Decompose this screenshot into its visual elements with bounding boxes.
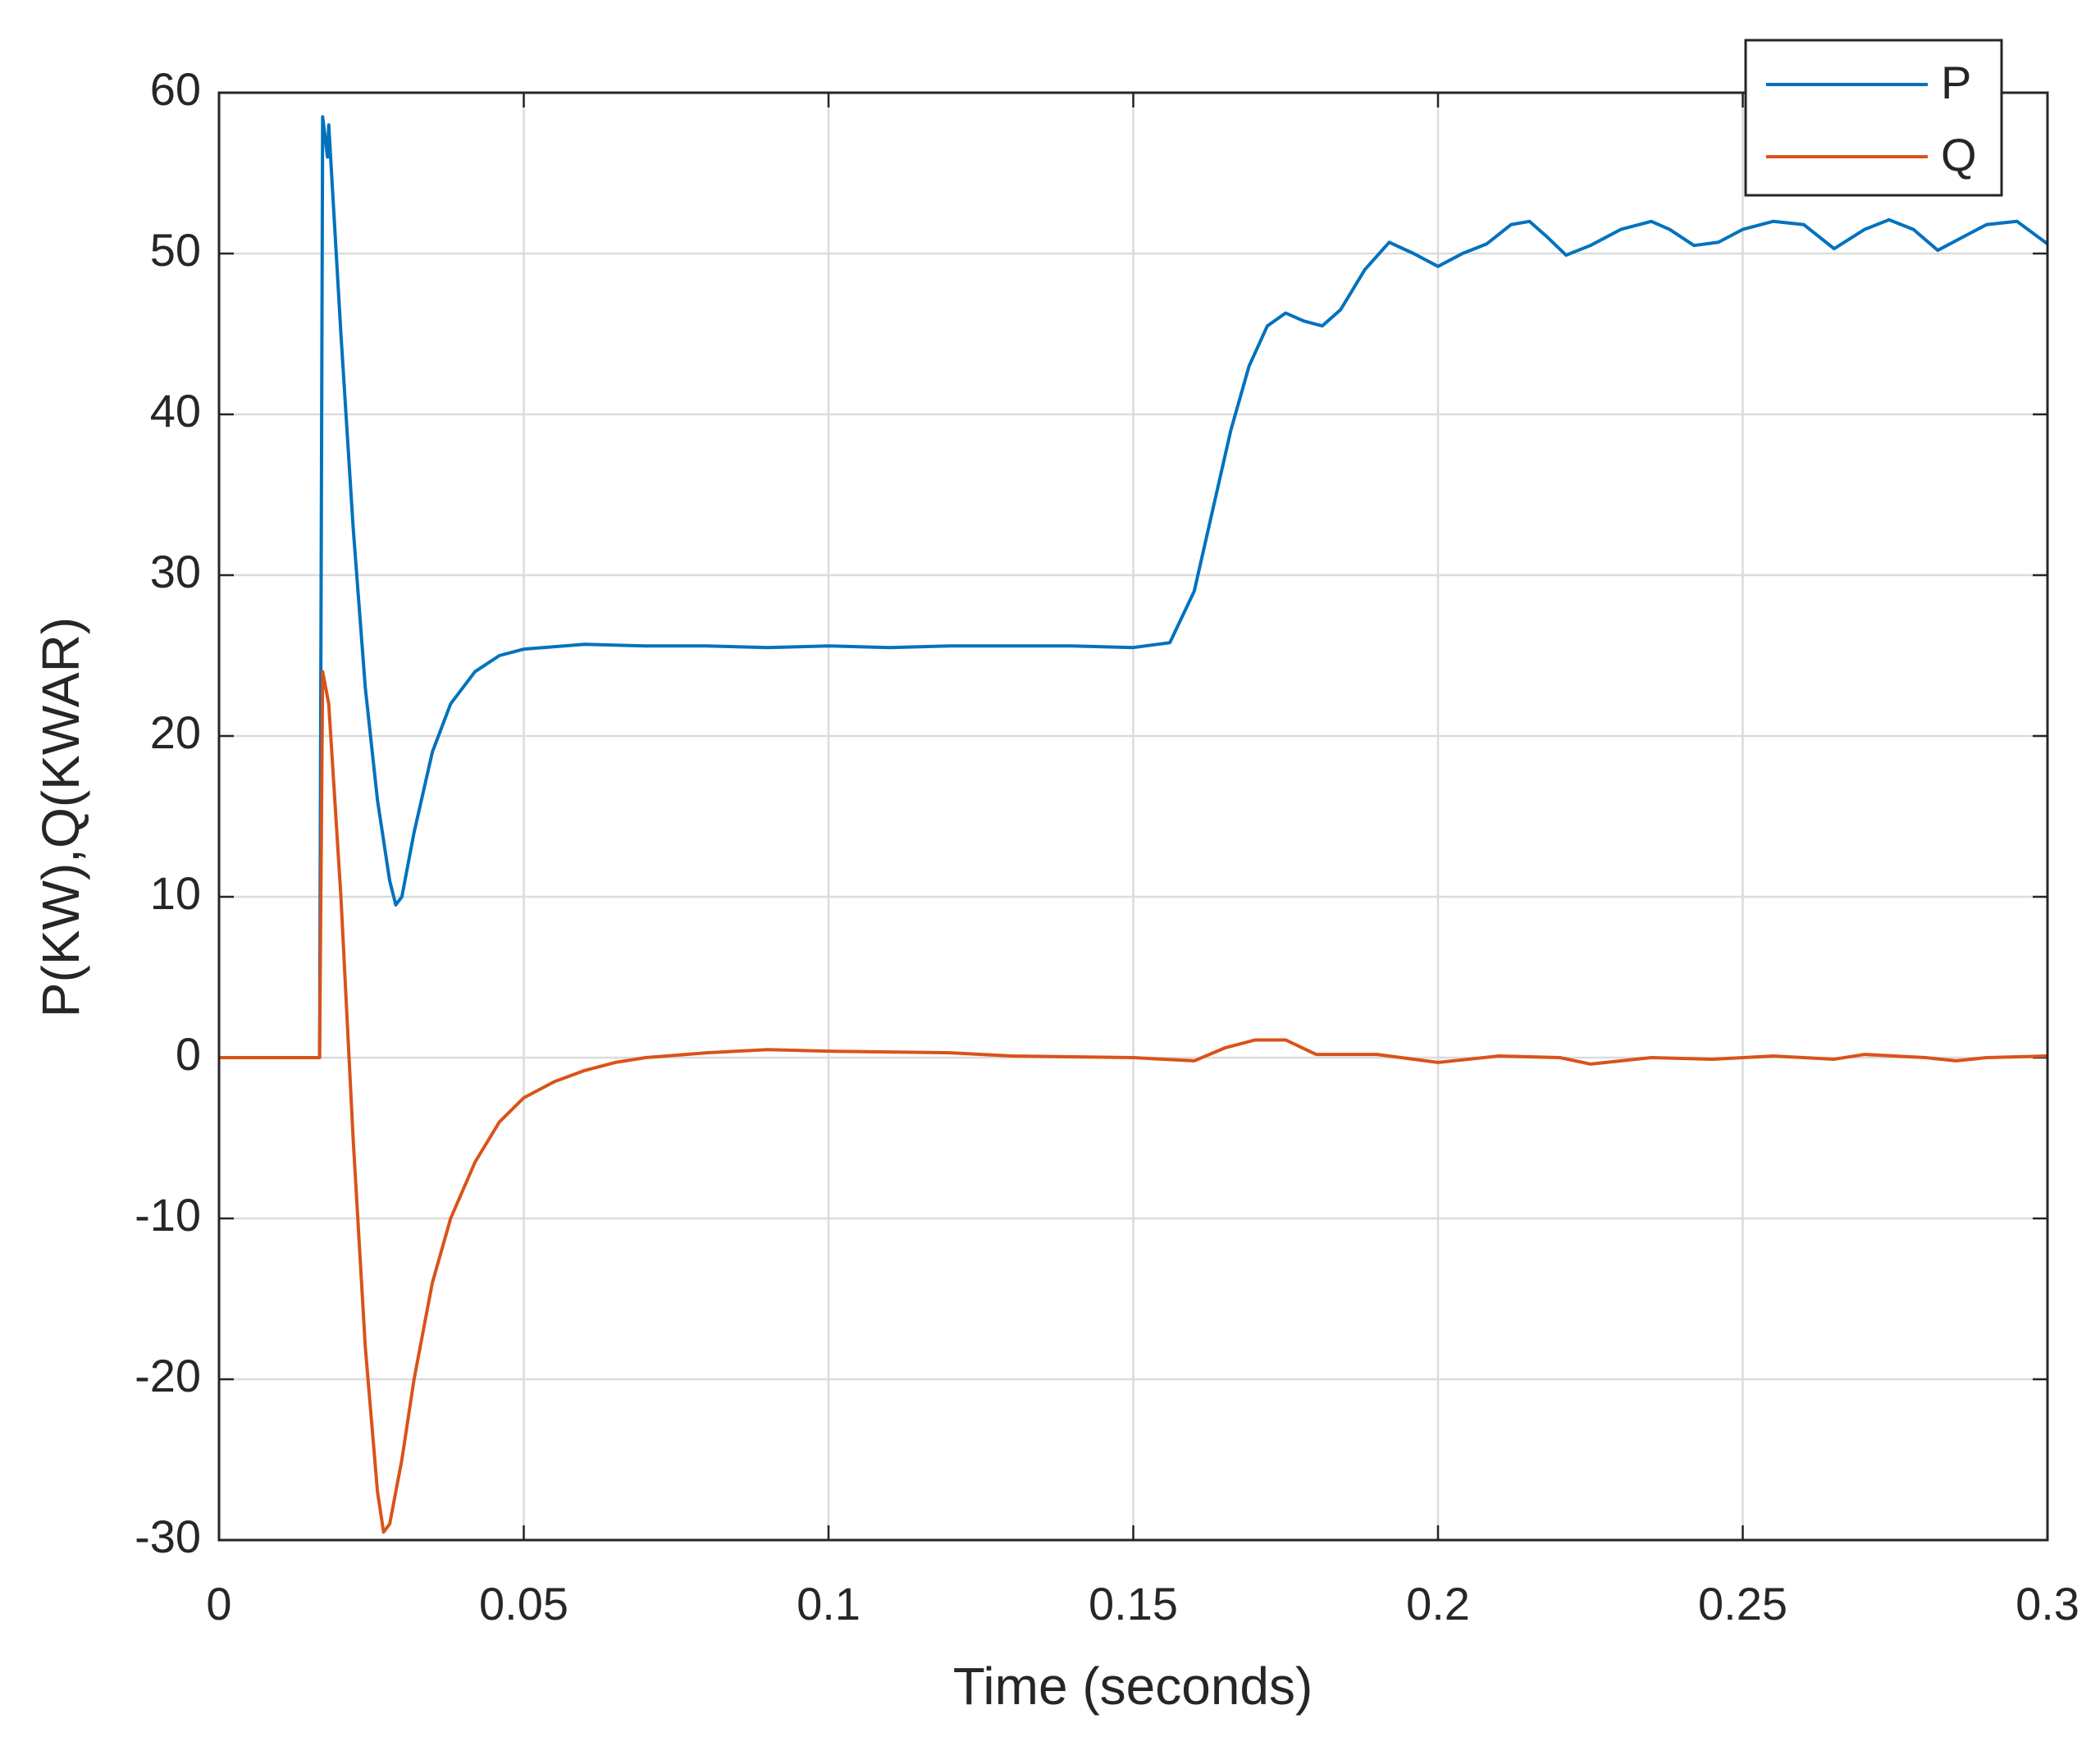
- x-tick-label: 0: [206, 1578, 231, 1630]
- y-tick-label: 10: [150, 867, 201, 919]
- y-tick-label: 60: [150, 63, 201, 115]
- y-tick-label: 30: [150, 546, 201, 597]
- legend-label: Q: [1941, 129, 1977, 181]
- y-tick-label: -10: [135, 1189, 201, 1241]
- x-tick-label: 0.2: [1406, 1578, 1470, 1630]
- y-tick-label: 40: [150, 385, 201, 437]
- x-tick-label: 0.15: [1089, 1578, 1178, 1630]
- x-tick-label: 0.25: [1698, 1578, 1787, 1630]
- plot-frame: [217, 91, 2049, 1542]
- x-tick-label: 0.3: [2016, 1578, 2079, 1630]
- y-tick-label: -30: [135, 1511, 201, 1562]
- legend-label: P: [1941, 57, 1971, 108]
- y-tick-label: 50: [150, 224, 201, 276]
- y-axis-label: P(KW),Q(KWAR): [31, 617, 90, 1017]
- data-line: [219, 670, 2048, 1534]
- y-tick-label: 20: [150, 706, 201, 758]
- x-axis-label: Time (seconds): [953, 1657, 1313, 1716]
- x-tick-label: 0.05: [479, 1578, 568, 1630]
- legend: PQ: [1744, 39, 2003, 197]
- y-tick-label: -20: [135, 1350, 201, 1401]
- data-line: [219, 115, 2049, 1059]
- legend-box: [1744, 39, 2003, 197]
- y-tick-label: 0: [176, 1028, 201, 1080]
- x-tick-label: 0.1: [797, 1578, 861, 1630]
